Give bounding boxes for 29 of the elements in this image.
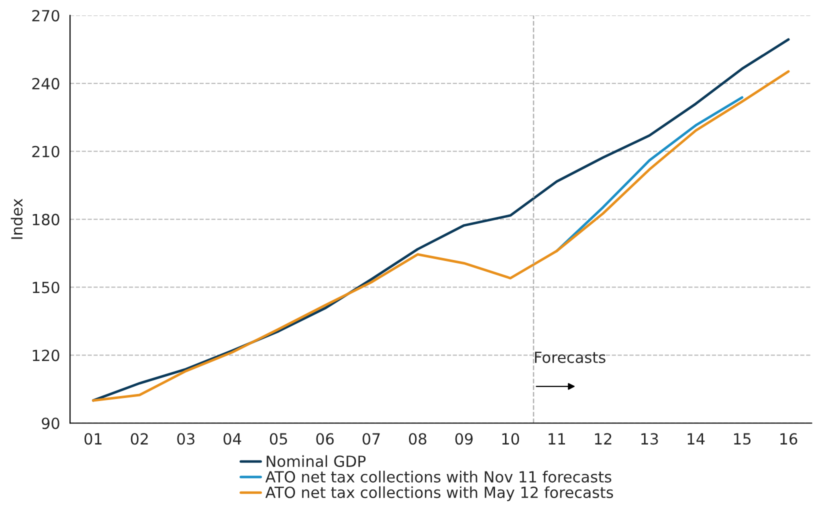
legend-label: Nominal GDP bbox=[266, 455, 366, 468]
x-tick-label: 11 bbox=[548, 433, 566, 444]
y-tick-label: 120 bbox=[32, 350, 60, 362]
legend-label: ATO net tax collections with May 12 forecasts bbox=[265, 486, 614, 502]
annotation: Forecasts bbox=[535, 352, 606, 364]
x-tick-label: 02 bbox=[130, 433, 148, 445]
x-tick-label: 01 bbox=[84, 433, 102, 445]
y-tick-label: 150 bbox=[32, 282, 60, 294]
x-tick-label: 06 bbox=[316, 433, 334, 445]
y-tick-label: 240 bbox=[32, 78, 60, 90]
y-tick-label: 90 bbox=[42, 418, 60, 430]
y-tick-label: 180 bbox=[32, 214, 60, 226]
x-tick-label: 15 bbox=[734, 433, 750, 445]
x-tick-label: 14 bbox=[688, 433, 705, 444]
legend-label: ATO net tax collections with Nov 11 forecasts bbox=[265, 470, 612, 483]
x-tick-label: 13 bbox=[641, 433, 658, 445]
y-tick-label: 210 bbox=[32, 146, 60, 158]
x-tick-label: 16 bbox=[780, 433, 798, 445]
y-tick-label: 270 bbox=[32, 10, 60, 22]
x-tick-label: 09 bbox=[455, 433, 473, 445]
x-tick-label: 05 bbox=[270, 433, 287, 445]
y-axis-title: Index bbox=[10, 198, 23, 239]
x-tick-label: 07 bbox=[362, 433, 380, 445]
x-tick-label: 12 bbox=[595, 433, 612, 444]
line-series bbox=[555, 96, 744, 252]
x-tick-label: 08 bbox=[408, 433, 426, 445]
x-tick-label: 04 bbox=[224, 433, 242, 445]
x-tick-label: 03 bbox=[177, 433, 194, 445]
x-tick-label: 10 bbox=[502, 433, 520, 445]
